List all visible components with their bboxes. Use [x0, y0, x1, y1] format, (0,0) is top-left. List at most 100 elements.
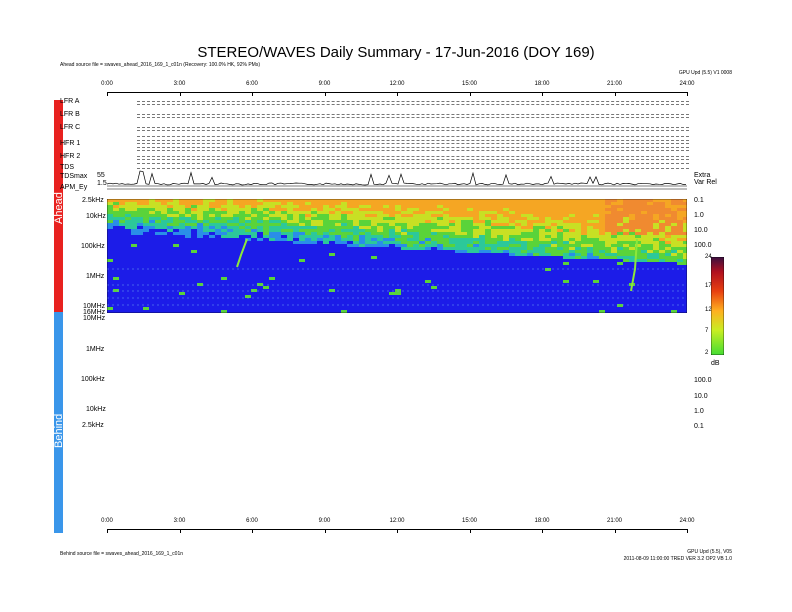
ahead-ylabel-1mhz: 1MHz	[86, 273, 105, 280]
receiver-dash-line	[137, 147, 689, 148]
time-tick-label: 6:00	[246, 81, 258, 87]
row-label-lfr-a: LFR A	[60, 98, 80, 105]
radio-burst-2	[630, 238, 638, 292]
receiver-dash-line	[137, 150, 689, 151]
apm-value: 1.5	[97, 180, 107, 187]
receiver-dash-line	[137, 130, 689, 131]
top-right-note: GPU Upd (5.5) V1 0008	[678, 70, 732, 76]
colorbar-tick-24: 24	[705, 254, 712, 260]
behind-source-line: Behind source file = swaves_ahead_2016_1…	[60, 551, 184, 557]
time-tick-label: 18:00	[534, 81, 550, 87]
time-tick-label: 3:00	[173, 81, 186, 87]
time-tick-mark	[542, 92, 543, 96]
bottom-right-note-2: 2011-08-09 11:00:00 TRED VER 3.2 OP2 VB …	[623, 556, 732, 562]
behind-ylabel-10mhz: 10MHz	[83, 315, 106, 322]
behind-ylabel-100khz: 100kHz	[81, 376, 105, 383]
row-label-lfr-b: LFR B	[60, 111, 80, 118]
tdsmax-value: 55	[97, 172, 105, 179]
behind-right-1: 1.0	[694, 408, 704, 415]
time-tick-mark	[397, 529, 398, 533]
ahead-right-10: 10.0	[694, 227, 708, 234]
radio-burst-1	[236, 238, 248, 268]
behind-right-100: 100.0	[694, 377, 712, 384]
behind-right-0p1: 0.1	[694, 423, 704, 430]
time-tick-mark	[469, 92, 471, 96]
colorbar-tick-17: 17	[705, 283, 712, 289]
row-label-hfr-2: HFR 2	[60, 153, 81, 160]
time-tick-label: 6:00	[246, 518, 258, 524]
behind-ylabel-1mhz: 1MHz	[86, 346, 105, 353]
row-label-tds: TDS	[60, 164, 74, 171]
bottom-right-note: GPU Upd (5.5), V05	[687, 549, 732, 555]
behind-band-label: Behind	[53, 413, 65, 448]
receiver-dash-line	[137, 163, 689, 164]
page-title: STEREO/WAVES Daily Summary - 17-Jun-2016…	[197, 44, 595, 61]
time-tick-mark	[252, 529, 253, 533]
ahead-ylabel-16mhz: 16MHz	[83, 309, 106, 316]
time-tick-mark	[542, 529, 543, 533]
behind-ylabel-2p5khz: 2.5kHz	[82, 422, 104, 429]
ahead-right-0p1: 0.1	[694, 197, 704, 204]
time-tick-label: 24:00	[679, 518, 695, 524]
tds-right-1: Extra	[694, 172, 711, 179]
time-tick-mark	[687, 92, 688, 96]
time-tick-mark	[469, 529, 471, 533]
ahead-ylabel-10khz: 10kHz	[86, 213, 106, 220]
colorbar-tick-2: 2	[705, 350, 709, 356]
ahead-ylabel-2p5khz: 2.5kHz	[82, 197, 104, 204]
time-tick-mark	[614, 92, 616, 96]
behind-band	[54, 312, 63, 533]
time-tick-label: 21:00	[606, 81, 622, 87]
receiver-dash-line	[137, 143, 689, 144]
time-tick-label: 12:00	[389, 81, 405, 87]
behind-ylabel-10khz: 10kHz	[86, 406, 106, 413]
colorbar-tick-12: 12	[705, 307, 712, 313]
row-label-apm-ey: APM_Ey	[60, 184, 88, 191]
receiver-dash-line	[137, 136, 689, 137]
receiver-dash-line	[137, 104, 689, 105]
ahead-ylabel-10mhz: 10MHz	[83, 303, 106, 310]
receiver-dash-line	[137, 127, 689, 128]
tds-trace	[107, 170, 687, 190]
ahead-spectrogram	[107, 199, 687, 313]
time-tick-mark	[179, 529, 181, 533]
time-tick-label: 15:00	[461, 518, 477, 524]
time-tick-label: 18:00	[534, 518, 550, 524]
colorbar-tick-7: 7	[705, 328, 709, 334]
time-tick-mark	[687, 529, 688, 533]
receiver-dash-line	[137, 140, 689, 141]
time-tick-label: 24:00	[679, 81, 695, 87]
ahead-source-line: Ahead source file = swaves_ahead_2016_16…	[60, 62, 260, 68]
receiver-dash-line	[137, 168, 689, 169]
ahead-band-label: Ahead	[53, 192, 65, 224]
time-tick-mark	[324, 92, 326, 96]
time-tick-mark	[397, 92, 398, 96]
receiver-dash-line	[137, 159, 689, 160]
ahead-band	[54, 100, 63, 312]
colorbar	[711, 257, 724, 355]
time-tick-label: 9:00	[318, 518, 331, 524]
behind-right-10: 10.0	[694, 393, 708, 400]
receiver-dash-line	[137, 117, 689, 118]
colorbar-unit: dB	[711, 360, 720, 367]
time-tick-label: 0:00	[101, 518, 113, 524]
time-tick-label: 9:00	[318, 81, 331, 87]
time-tick-label: 0:00	[101, 81, 113, 87]
ahead-right-100: 100.0	[694, 242, 712, 249]
time-tick-mark	[614, 529, 616, 533]
time-tick-mark	[252, 92, 253, 96]
time-tick-mark	[179, 92, 181, 96]
time-tick-label: 3:00	[173, 518, 186, 524]
row-label-hfr-1: HFR 1	[60, 140, 81, 147]
time-tick-mark	[107, 92, 108, 96]
tds-right-2: Var Rel	[694, 179, 717, 186]
time-tick-label: 15:00	[461, 81, 477, 87]
ahead-ylabel-100khz: 100kHz	[81, 243, 105, 250]
row-label-lfr-c: LFR C	[60, 124, 81, 131]
row-label-tdsmax: TDSmax	[60, 173, 88, 180]
time-tick-label: 12:00	[389, 518, 405, 524]
time-tick-mark	[324, 529, 326, 533]
receiver-dash-line	[137, 101, 689, 102]
time-tick-label: 21:00	[606, 518, 622, 524]
time-tick-mark	[107, 529, 108, 533]
